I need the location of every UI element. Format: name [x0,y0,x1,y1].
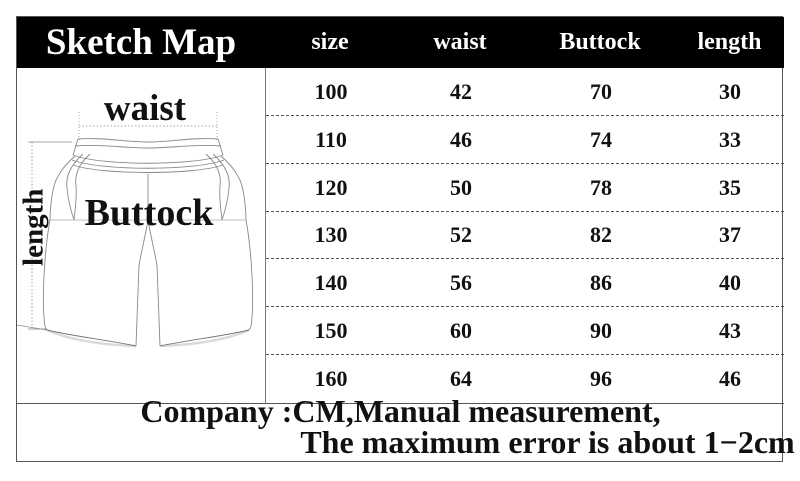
svg-text:Buttock: Buttock [85,192,215,234]
svg-text:waist: waist [104,88,187,129]
svg-text:length: length [18,189,50,266]
